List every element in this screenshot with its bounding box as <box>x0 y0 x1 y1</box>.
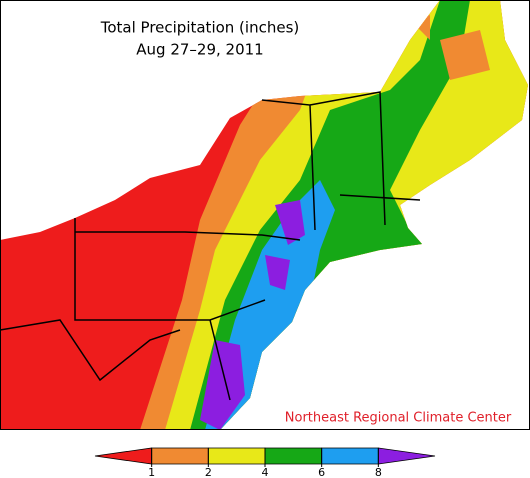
legend-swatch <box>94 447 153 465</box>
legend-tick-label: 1 <box>148 466 155 478</box>
legend-swatch <box>151 447 209 465</box>
state-borders <box>0 91 421 401</box>
legend-tick-label: 6 <box>318 466 325 478</box>
legend-swatch <box>377 447 436 465</box>
credit: Northeast Regional Climate Center <box>285 411 512 426</box>
colorbar: 1 2 4 6 8 <box>94 447 436 478</box>
legend-swatch <box>207 447 266 465</box>
zone-purple <box>200 200 305 430</box>
legend-swatch <box>264 447 323 465</box>
legend-swatch <box>321 447 379 465</box>
map-title: Total Precipitation (inches) <box>100 19 300 37</box>
legend-tick-label: 4 <box>262 466 269 478</box>
map-subtitle: Aug 27–29, 2011 <box>136 41 263 59</box>
legend-tick-label: 8 <box>375 466 382 478</box>
zone-orange-maine <box>410 15 490 80</box>
legend-tick-label: 2 <box>205 466 212 478</box>
